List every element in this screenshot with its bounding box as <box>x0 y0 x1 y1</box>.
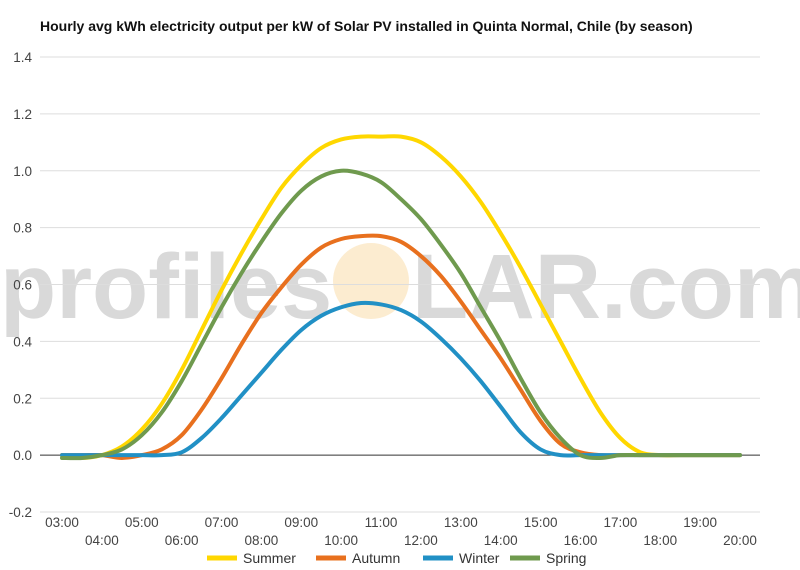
x-tick-label: 03:00 <box>45 515 79 530</box>
watermark: profiles LAR.com <box>0 236 800 338</box>
x-tick-label: 16:00 <box>564 533 598 548</box>
series-line-spring <box>60 168 742 461</box>
x-tick-label: 06:00 <box>165 533 199 548</box>
x-tick-label: 19:00 <box>683 515 717 530</box>
y-tick-label: -0.2 <box>9 505 32 520</box>
y-tick-label: 0.4 <box>13 334 32 349</box>
series-line-summer <box>60 134 742 460</box>
y-tick-label: 0.6 <box>13 278 32 293</box>
y-tick-label: 1.0 <box>13 164 32 179</box>
x-tick-label: 17:00 <box>603 515 637 530</box>
x-tick-label: 05:00 <box>125 515 159 530</box>
y-tick-label: 0.0 <box>13 448 32 463</box>
watermark-text-left: profiles <box>0 236 332 338</box>
x-tick-label: 07:00 <box>205 515 239 530</box>
x-tick-label: 09:00 <box>284 515 318 530</box>
x-tick-label: 12:00 <box>404 533 438 548</box>
legend-label-spring: Spring <box>546 550 586 566</box>
y-tick-label: 0.2 <box>13 391 32 406</box>
x-tick-label: 15:00 <box>524 515 558 530</box>
x-tick-label: 20:00 <box>723 533 757 548</box>
x-tick-label: 18:00 <box>643 533 677 548</box>
x-tick-label: 04:00 <box>85 533 119 548</box>
legend-label-autumn: Autumn <box>352 550 400 566</box>
y-tick-label: 0.8 <box>13 221 32 236</box>
chart-title: Hourly avg kWh electricity output per kW… <box>40 18 693 34</box>
y-tick-label: 1.4 <box>13 50 32 65</box>
x-tick-label: 11:00 <box>365 515 398 530</box>
legend-label-winter: Winter <box>459 550 500 566</box>
legend-label-summer: Summer <box>243 550 296 566</box>
x-tick-label: 08:00 <box>245 533 279 548</box>
y-tick-label: 1.2 <box>13 107 32 122</box>
x-tick-label: 13:00 <box>444 515 478 530</box>
x-tick-label: 10:00 <box>324 533 358 548</box>
watermark-sun-icon <box>333 243 409 319</box>
x-tick-label: 14:00 <box>484 533 518 548</box>
